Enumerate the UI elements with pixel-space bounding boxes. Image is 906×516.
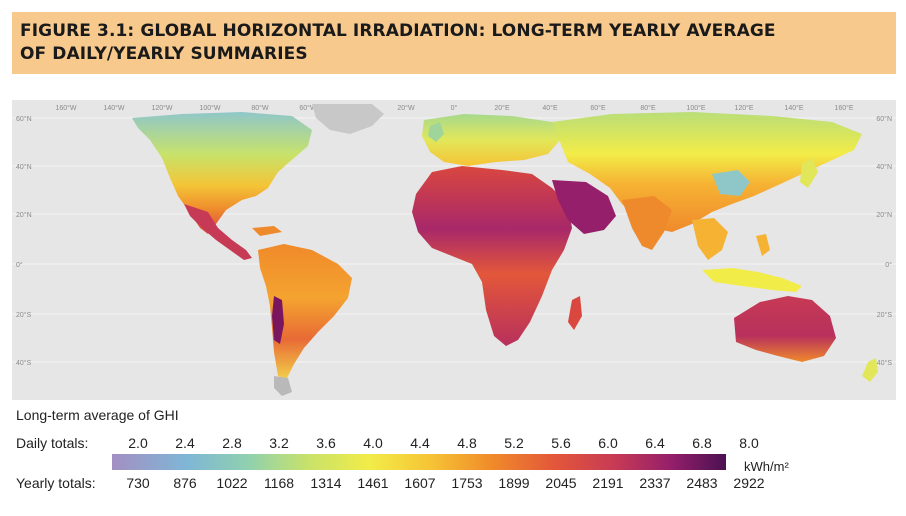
indonesia: [702, 268, 802, 292]
australia: [734, 296, 836, 362]
southeast-asia: [692, 218, 728, 260]
lon-label: 100°E: [686, 104, 705, 112]
japan: [800, 158, 818, 188]
lat-label: 0°: [16, 261, 23, 269]
british-isles: [428, 122, 444, 142]
yearly-tick-label: 2045: [545, 475, 577, 491]
yearly-tick-label: 2483: [686, 475, 718, 491]
africa: [412, 166, 572, 346]
lon-label: 0°: [451, 104, 458, 112]
daily-tick-label: 6.8: [692, 435, 712, 451]
lon-label: 140°W: [103, 104, 124, 112]
lon-label: 80°E: [640, 104, 656, 112]
lon-label: 120°W: [151, 104, 172, 112]
lon-label: 160°W: [55, 104, 76, 112]
lat-label: 20°S: [877, 311, 893, 319]
lat-label: 40°S: [877, 359, 893, 367]
north-america: [132, 112, 312, 234]
daily-tick-label: 5.2: [504, 435, 524, 451]
daily-tick-label: 4.8: [457, 435, 477, 451]
daily-tick-label: 6.0: [598, 435, 618, 451]
daily-tick-label: 2.0: [128, 435, 148, 451]
lon-label: 120°E: [734, 104, 753, 112]
lon-label: 20°W: [397, 104, 415, 112]
central-america: [184, 204, 252, 260]
yearly-tick-label: 1314: [310, 475, 342, 491]
daily-tick-label: 4.0: [363, 435, 383, 451]
new-zealand: [862, 358, 878, 382]
daily-tick-label: 6.4: [645, 435, 665, 451]
lat-label: 20°N: [16, 211, 32, 219]
yearly-tick-label: 1607: [404, 475, 436, 491]
lat-label: 60°N: [16, 115, 32, 123]
atacama-region: [272, 296, 284, 344]
figure-title: FIGURE 3.1: GLOBAL HORIZONTAL IRRADIATIO…: [20, 20, 776, 66]
yearly-tick-label: 1461: [357, 475, 389, 491]
daily-tick-label: 8.0: [739, 435, 759, 451]
india: [622, 196, 672, 250]
figure-title-line2: OF DAILY/YEARLY SUMMARIES: [20, 44, 308, 64]
yearly-tick-label: 1022: [216, 475, 248, 491]
lat-label: 0°: [885, 261, 892, 269]
lat-label: 40°N: [16, 163, 32, 171]
sichuan-basin: [712, 170, 750, 196]
philippines: [756, 234, 770, 256]
world-irradiation-map: 160°W 140°W 120°W 100°W 80°W 60°W 20°W 0…: [12, 100, 896, 400]
lon-label: 60°E: [590, 104, 606, 112]
lon-label: 40°E: [542, 104, 558, 112]
daily-tick-label: 3.6: [316, 435, 336, 451]
madagascar: [568, 296, 582, 330]
figure-title-band: FIGURE 3.1: GLOBAL HORIZONTAL IRRADIATIO…: [12, 12, 896, 74]
lat-label: 20°N: [876, 211, 892, 219]
map-latitude-labels-left: 60°N 40°N 20°N 0° 20°S 40°S: [16, 115, 32, 367]
lon-label: 140°E: [784, 104, 803, 112]
lat-label: 40°N: [876, 163, 892, 171]
yearly-tick-label: 2922: [733, 475, 765, 491]
yearly-tick-label: 1899: [498, 475, 530, 491]
lon-label: 80°W: [251, 104, 269, 112]
daily-totals-label: Daily totals:: [16, 435, 89, 451]
unit-label: kWh/m²: [744, 459, 789, 474]
irradiation-colorbar: [112, 454, 726, 470]
lat-label: 20°S: [16, 311, 32, 319]
lon-label: 100°W: [199, 104, 220, 112]
map-longitude-labels: 160°W 140°W 120°W 100°W 80°W 60°W 20°W 0…: [55, 104, 853, 112]
caribbean: [252, 226, 282, 236]
daily-tick-label: 4.4: [410, 435, 430, 451]
yearly-tick-label: 2337: [639, 475, 671, 491]
yearly-totals-label: Yearly totals:: [16, 475, 96, 491]
europe: [422, 114, 560, 166]
yearly-tick-label: 876: [173, 475, 197, 491]
daily-tick-label: 2.8: [222, 435, 242, 451]
south-america: [258, 244, 352, 380]
daily-tick-label: 3.2: [269, 435, 289, 451]
lon-label: 160°E: [834, 104, 853, 112]
yearly-tick-label: 2191: [592, 475, 624, 491]
lon-label: 60°W: [299, 104, 317, 112]
yearly-tick-label: 730: [126, 475, 150, 491]
legend-title: Long-term average of GHI: [16, 407, 179, 423]
greenland: [312, 104, 384, 134]
map-latitude-labels-right: 60°N 40°N 20°N 0° 20°S 40°S: [876, 115, 892, 367]
lat-label: 40°S: [16, 359, 32, 367]
yearly-tick-label: 1168: [263, 475, 295, 491]
patagonia: [274, 376, 292, 396]
arabian-peninsula: [552, 180, 616, 234]
daily-tick-label: 2.4: [175, 435, 195, 451]
lat-label: 60°N: [876, 115, 892, 123]
figure-title-line1: FIGURE 3.1: GLOBAL HORIZONTAL IRRADIATIO…: [20, 21, 776, 41]
daily-tick-label: 5.6: [551, 435, 571, 451]
yearly-tick-label: 1753: [451, 475, 483, 491]
lon-label: 20°E: [494, 104, 510, 112]
